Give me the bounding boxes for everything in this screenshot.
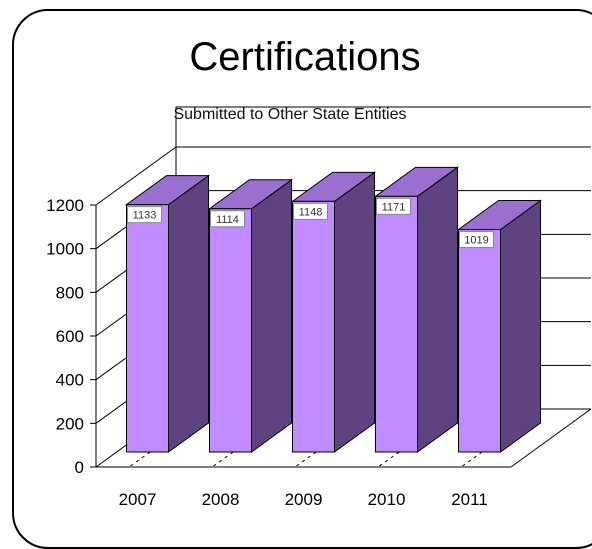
- bar-chart-plot: 0 200 400 600 800 1000 1200 1133 2007 1114 2008 114…: [46, 106, 592, 509]
- bar: [126, 204, 169, 453]
- bar: [458, 229, 501, 453]
- data-label-box: [376, 197, 411, 215]
- bar: [209, 208, 252, 453]
- data-label-box: [293, 202, 328, 220]
- y-tick-label: 400: [56, 371, 84, 390]
- bar-side-face: [168, 174, 209, 453]
- data-label-box: [127, 206, 162, 224]
- x-tick-label: 2010: [368, 490, 406, 509]
- data-label: 1114: [216, 214, 239, 226]
- y-tick-label: 800: [56, 283, 84, 302]
- data-label-box: [210, 210, 245, 228]
- data-label: 1171: [382, 201, 406, 213]
- bar: [292, 200, 335, 453]
- data-label: 1133: [133, 210, 157, 222]
- y-tick-label: 1200: [46, 196, 84, 215]
- bar-floor-shadow: [130, 438, 169, 467]
- y-tick-label: 0: [75, 458, 84, 477]
- x-tick-label: 2007: [119, 490, 157, 509]
- x-tick-label: 2008: [202, 490, 240, 509]
- bar-floor-shadow: [462, 438, 501, 467]
- bar-side-face: [500, 199, 541, 453]
- x-tick-label: 2011: [451, 490, 488, 509]
- y-tick-label: 200: [56, 414, 84, 433]
- chart-title: Certifications: [189, 35, 421, 79]
- bar: [375, 195, 418, 453]
- gridline-side: [95, 146, 177, 206]
- floor-right-edge: [510, 408, 592, 468]
- bar-side-face: [417, 166, 458, 453]
- data-label: 1019: [464, 235, 488, 247]
- y-tick-label: 1000: [46, 240, 84, 259]
- chart-subtitle: Submitted to Other State Entities: [173, 106, 407, 123]
- data-label: 1148: [299, 206, 323, 218]
- y-tick-label: 600: [56, 327, 84, 346]
- data-label-box: [459, 231, 494, 249]
- bar-side-face: [334, 171, 375, 453]
- bar-side-face: [251, 178, 292, 453]
- x-tick-label: 2009: [285, 490, 323, 509]
